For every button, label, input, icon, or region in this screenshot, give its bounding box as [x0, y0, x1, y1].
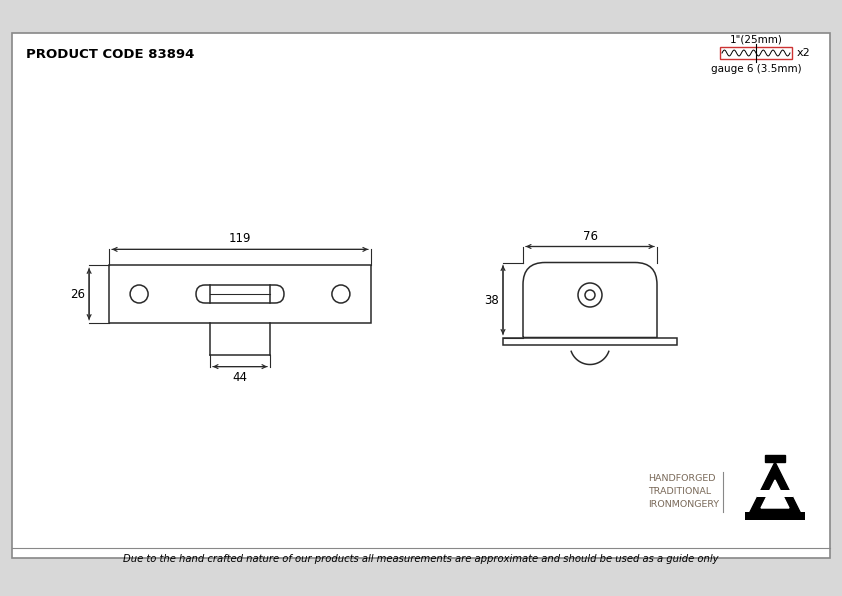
Text: gauge 6 (3.5mm): gauge 6 (3.5mm) — [711, 64, 802, 74]
Bar — [720, 47, 792, 59]
Bar — [503, 337, 677, 344]
FancyBboxPatch shape — [196, 285, 284, 303]
Text: 119: 119 — [229, 232, 251, 246]
Text: PRODUCT CODE 83894: PRODUCT CODE 83894 — [26, 48, 195, 61]
Bar — [12, 33, 830, 558]
Text: 38: 38 — [484, 293, 499, 306]
Text: TRADITIONAL: TRADITIONAL — [648, 487, 711, 496]
Text: Due to the hand crafted nature of our products all measurements are approximate : Due to the hand crafted nature of our pr… — [123, 554, 719, 564]
Ellipse shape — [131, 285, 148, 303]
Bar — [109, 265, 370, 322]
Text: 1"(25mm): 1"(25mm) — [729, 34, 782, 44]
Polygon shape — [761, 480, 789, 508]
Polygon shape — [749, 462, 801, 514]
Text: x2: x2 — [797, 48, 811, 58]
Bar — [745, 512, 805, 520]
Text: 26: 26 — [70, 287, 85, 300]
Text: IRONMONGERY: IRONMONGERY — [648, 500, 719, 509]
Text: 44: 44 — [232, 371, 248, 384]
PathPatch shape — [523, 262, 657, 337]
Ellipse shape — [332, 285, 350, 303]
Text: 76: 76 — [583, 229, 598, 243]
Text: HANDFORGED: HANDFORGED — [648, 474, 716, 483]
Polygon shape — [765, 455, 785, 462]
Ellipse shape — [578, 283, 602, 307]
Ellipse shape — [585, 290, 595, 300]
Bar — [757, 490, 793, 497]
